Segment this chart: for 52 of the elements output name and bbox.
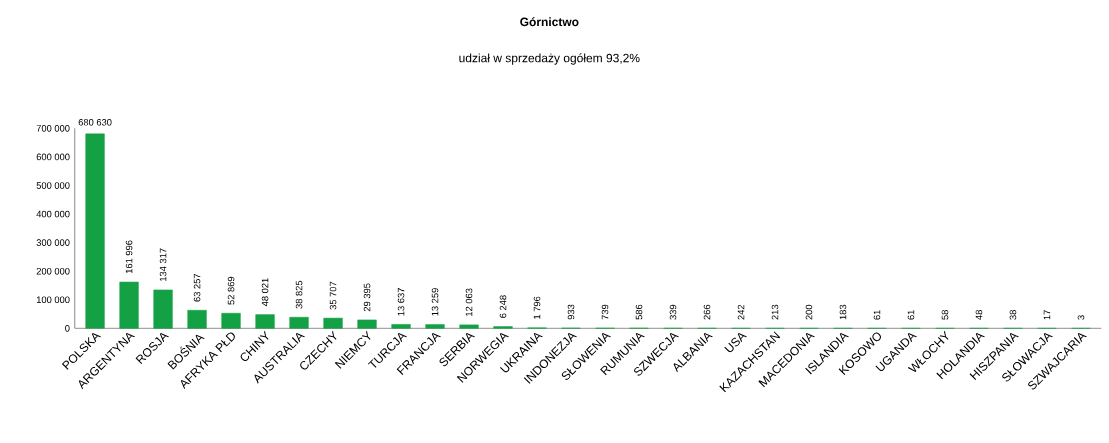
data-label: 242 — [737, 304, 745, 320]
data-label: 739 — [601, 304, 609, 320]
data-label: 3 — [1077, 315, 1085, 320]
data-label: 161 996 — [125, 240, 133, 274]
data-label: 29 395 — [363, 283, 371, 312]
data-label: 586 — [635, 304, 643, 320]
y-tick-label: 300 000 — [36, 239, 70, 246]
data-label: 61 — [873, 310, 881, 320]
data-label: 48 021 — [261, 278, 269, 307]
bar — [289, 316, 309, 329]
bar — [459, 324, 479, 329]
data-label: 61 — [907, 310, 915, 320]
data-label: 200 — [805, 304, 813, 320]
y-tick-label: 400 000 — [36, 210, 70, 218]
bar — [391, 324, 411, 329]
y-tick-label: 0 — [65, 325, 70, 332]
data-label: 63 257 — [193, 273, 201, 302]
data-label: 6 248 — [499, 295, 507, 318]
chart-title: Górnictwo — [520, 17, 579, 27]
data-label: 339 — [669, 304, 677, 320]
bar — [119, 281, 139, 329]
data-label: 35 707 — [329, 281, 337, 310]
y-tick-label: 600 000 — [36, 153, 70, 161]
bar — [425, 324, 445, 329]
bar — [221, 312, 241, 329]
data-label: 933 — [567, 304, 575, 320]
y-tick-label: 500 000 — [36, 182, 70, 189]
y-tick-label: 100 000 — [36, 296, 70, 304]
bar — [323, 317, 343, 329]
data-label: 38 825 — [295, 280, 303, 309]
data-label: 17 — [1043, 310, 1051, 320]
data-label: 1 796 — [533, 296, 541, 319]
data-label: 58 — [941, 310, 949, 320]
chart-subtitle: udział w sprzedaży ogółem 93,2% — [459, 53, 640, 65]
bar — [357, 319, 377, 329]
y-tick-label: 700 000 — [36, 125, 70, 132]
data-label: 38 — [1009, 310, 1017, 320]
data-label: 48 — [975, 310, 983, 320]
data-label: 134 317 — [159, 248, 167, 281]
data-label: 183 — [839, 304, 847, 320]
bar — [85, 133, 105, 329]
data-label: 13 637 — [397, 288, 405, 316]
y-tick-label: 200 000 — [36, 267, 70, 275]
data-label: 680 630 — [78, 119, 112, 126]
data-label: 213 — [771, 304, 779, 320]
bar — [187, 309, 207, 329]
data-label: 52 869 — [227, 276, 235, 305]
data-label: 13 259 — [431, 288, 439, 316]
data-label: 266 — [703, 304, 711, 320]
bar — [153, 289, 173, 329]
bar — [255, 314, 275, 329]
data-label: 12 063 — [465, 288, 473, 316]
